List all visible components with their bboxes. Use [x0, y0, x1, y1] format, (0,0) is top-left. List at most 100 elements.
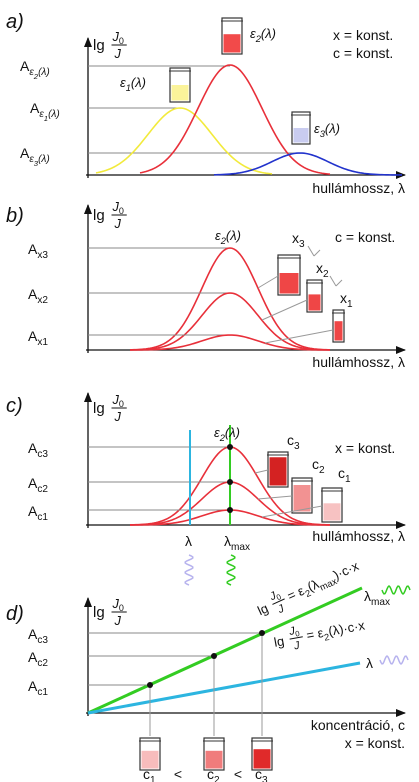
relation: < [174, 766, 182, 782]
solution [253, 749, 271, 769]
lg-prefix: lg [93, 400, 105, 417]
subscript: x3 [37, 250, 48, 261]
subscript: (λ) [48, 109, 60, 120]
text-part: A [28, 475, 38, 491]
subscript: (λ) [38, 154, 50, 165]
point [227, 444, 233, 450]
connector [254, 469, 269, 474]
level-label: Ac2 [28, 475, 48, 495]
text-part: J [112, 596, 120, 611]
text-part: (λ) [261, 26, 276, 41]
subscript: 0 [119, 603, 124, 613]
point [259, 630, 265, 636]
text-part: J [267, 590, 278, 604]
denominator: J [114, 613, 122, 628]
subscript: 1 [44, 114, 48, 123]
light-wave [381, 584, 411, 596]
numerator: J0 [267, 588, 283, 605]
subscript: c2 [37, 658, 48, 669]
subscript: 3 [294, 441, 300, 452]
fraction-bar [272, 598, 285, 605]
text-part: x [316, 260, 323, 276]
subscript: 2 [33, 72, 39, 81]
text-part: λ [224, 533, 231, 549]
point [227, 479, 233, 485]
subscript: 2 [319, 465, 325, 476]
text-part: J [112, 199, 120, 214]
sample-label: c3 [255, 766, 268, 782]
solution [308, 294, 321, 311]
lg-prefix: lg [255, 600, 270, 618]
subscript: max [371, 597, 390, 608]
denominator: J [114, 216, 122, 231]
solution [279, 273, 299, 294]
subscript: 0 [119, 206, 124, 216]
condition: x = konst. [345, 735, 405, 751]
solution [293, 485, 311, 512]
level-label: Aε1(λ) [30, 100, 60, 123]
subscript: 2 [323, 632, 330, 643]
text-part: (λ)·c·x [327, 617, 366, 638]
text-part: c [255, 766, 262, 782]
text-part: A [28, 626, 38, 642]
subscript: 3 [34, 159, 39, 168]
text-part: ε [214, 425, 220, 440]
subscript: ε [39, 109, 44, 120]
chevron [307, 245, 315, 257]
solution [171, 85, 189, 101]
lg-prefix: lg [93, 207, 105, 224]
connector [257, 495, 293, 500]
numerator: J0 [287, 624, 301, 639]
level-label: Ax3 [28, 241, 48, 261]
solution [293, 128, 309, 143]
subscript: 2 [219, 433, 226, 443]
text-part: = ε [285, 583, 307, 604]
subscript: c1 [37, 512, 48, 523]
panel-letter: d) [6, 603, 24, 625]
text-part: (λ) [131, 75, 146, 90]
curve-label: ε3(λ) [314, 121, 340, 139]
subscript: c1 [37, 687, 48, 698]
text-part: ε [120, 75, 126, 90]
wavelength-label: λ [366, 655, 373, 671]
subscript: 0 [295, 629, 302, 639]
connector [261, 299, 308, 321]
subscript: ε [29, 67, 34, 78]
fraction-bar [289, 636, 303, 640]
subscript: (λ) [38, 67, 50, 78]
level-label: Ac3 [28, 626, 48, 646]
connector [264, 329, 334, 344]
curve-label: ε2(λ) [250, 26, 276, 44]
numerator: J0 [112, 596, 124, 613]
solution [334, 321, 343, 341]
text-part: A [28, 241, 38, 257]
sample-label: c2 [207, 766, 220, 782]
subscript: 0 [119, 399, 124, 409]
relation: < [234, 766, 242, 782]
subscript: max [231, 542, 250, 553]
text-part: (λ) [226, 228, 241, 243]
wavelength-label: λmax [224, 533, 250, 553]
text-part: ε [250, 26, 256, 41]
level-label: Ax2 [28, 286, 48, 306]
text-part: (λ) [325, 121, 340, 136]
denominator: J [114, 409, 122, 424]
sample-label: x3 [292, 230, 305, 250]
text-part: (λ) [225, 425, 240, 440]
curve-label: ε2(λ) [214, 425, 240, 443]
solution [141, 750, 159, 769]
sample-label: c2 [312, 456, 325, 476]
x-axis-label: hullámhossz, λ [312, 180, 405, 196]
text-part: J [112, 392, 120, 407]
connector [261, 505, 323, 518]
text-part: A [28, 649, 38, 665]
sample-label: c1 [338, 465, 351, 485]
calibration-line [87, 661, 361, 715]
text-part: ε [314, 121, 320, 136]
condition: x = konst. [335, 440, 395, 456]
condition: c = konst. [333, 45, 393, 61]
light-wave [379, 654, 409, 666]
subscript: x1 [37, 337, 48, 348]
chevron [335, 279, 343, 287]
